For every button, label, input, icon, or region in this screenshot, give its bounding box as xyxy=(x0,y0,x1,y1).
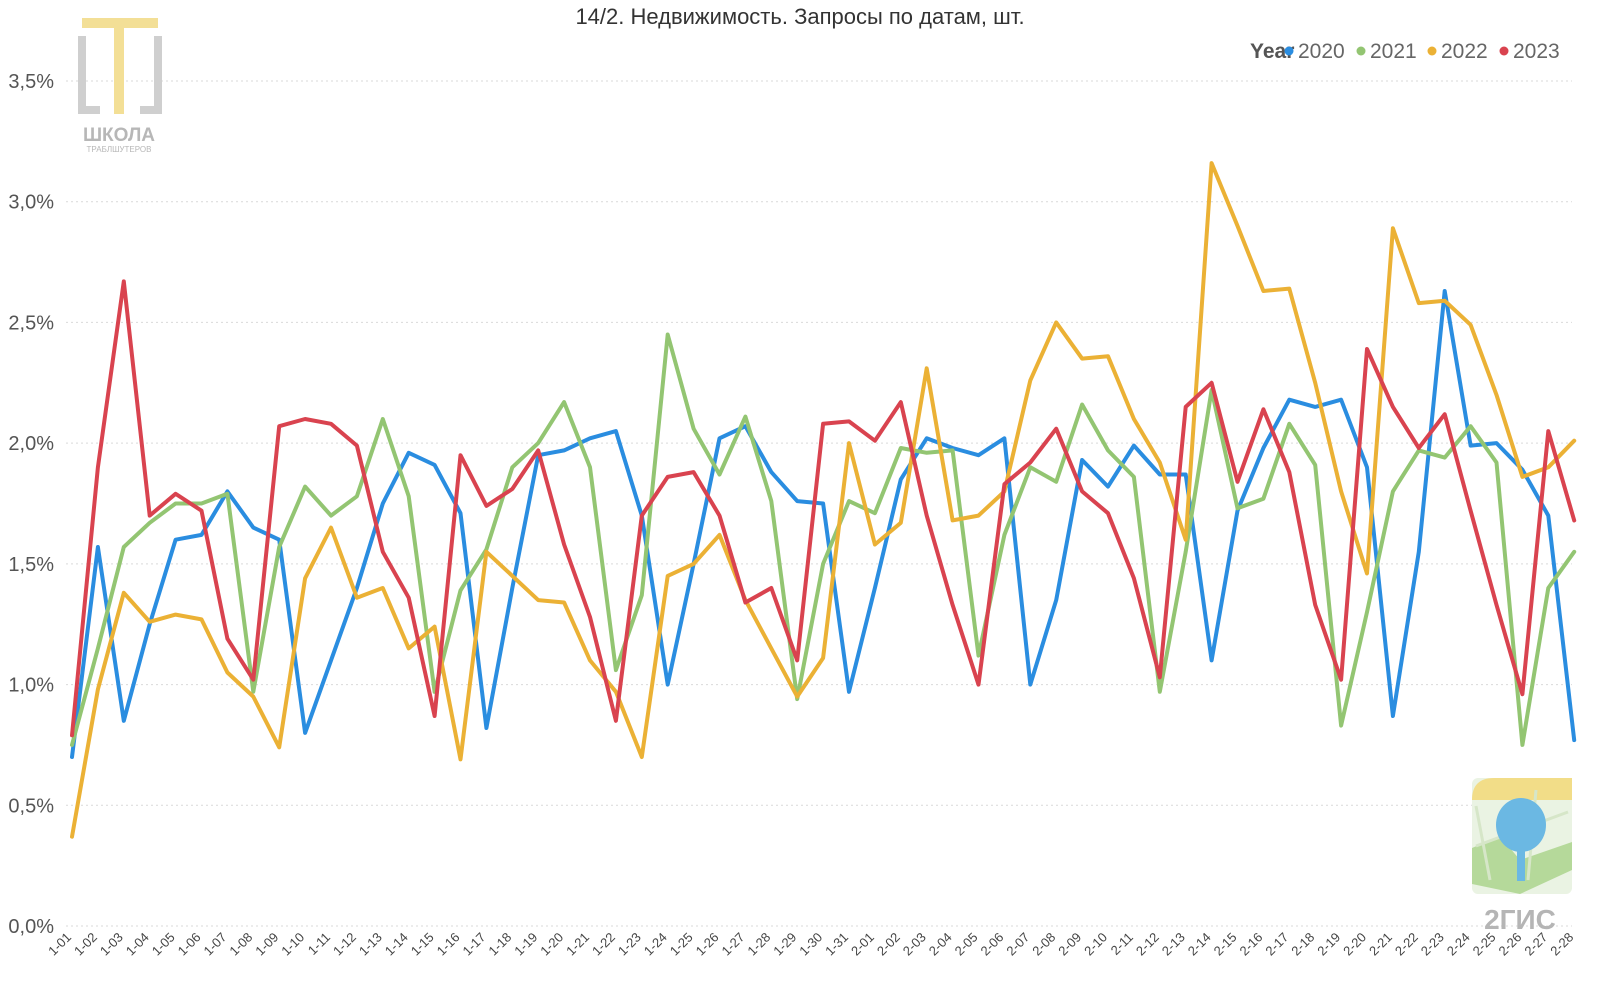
x-tick-label: 2-15 xyxy=(1211,930,1240,959)
x-tick-label: 2-05 xyxy=(952,930,981,959)
legend-label: 2020 xyxy=(1298,40,1345,63)
x-tick-label: 1-20 xyxy=(537,930,566,959)
series-line-2023 xyxy=(70,279,1577,738)
legend-marker xyxy=(1356,46,1366,56)
legend-title: Year xyxy=(1250,40,1294,63)
x-tick-label: 1-27 xyxy=(719,930,748,959)
legend-marker xyxy=(1284,46,1294,56)
y-tick-label: 2,5% xyxy=(8,312,54,334)
logo-stem-icon xyxy=(114,28,124,114)
logo-bar-icon xyxy=(82,18,158,28)
x-tick-label: 2-17 xyxy=(1262,930,1291,959)
x-tick-label: 1-11 xyxy=(305,930,333,958)
x-tick-label: 1-12 xyxy=(330,930,359,959)
y-tick-label: 3,5% xyxy=(8,71,54,93)
x-tick-label: 1-17 xyxy=(460,930,489,959)
x-tick-label: 1-15 xyxy=(408,930,437,959)
x-tick-label: 2-13 xyxy=(1159,930,1188,959)
legend-item-2022: 2022 xyxy=(1427,40,1488,63)
x-tick-label: 2-06 xyxy=(978,930,1007,959)
x-tick-label: 1-28 xyxy=(744,930,773,959)
x-tick-label: 1-14 xyxy=(382,930,411,959)
x-tick-label: 1-18 xyxy=(485,930,514,959)
x-tick-label: 1-06 xyxy=(175,930,204,959)
x-tick-label: 1-09 xyxy=(252,930,281,959)
x-tick-label: 2-02 xyxy=(874,930,903,959)
series-line-2021 xyxy=(70,332,1577,747)
2gis-logo: 2ГИС xyxy=(1472,778,1572,935)
legend-marker xyxy=(1427,46,1437,56)
logo-school-name: ШКОЛА xyxy=(83,125,155,146)
x-tick-label: 2-14 xyxy=(1185,930,1214,959)
x-tick-label: 1-07 xyxy=(201,930,230,959)
x-tick-label: 2-09 xyxy=(1055,930,1084,959)
x-axis-ticks: 1-011-021-031-041-051-061-071-081-091-10… xyxy=(45,930,1576,959)
x-tick-label: 1-23 xyxy=(615,930,644,959)
x-tick-label: 1-29 xyxy=(770,930,799,959)
x-tick-label: 1-04 xyxy=(123,930,152,959)
x-tick-label: 2-20 xyxy=(1340,930,1369,959)
logo-left-bracket-icon xyxy=(78,36,100,114)
2gis-pin-stem-icon xyxy=(1517,845,1525,881)
y-tick-label: 3,0% xyxy=(8,192,54,214)
x-tick-label: 1-30 xyxy=(796,930,825,959)
2gis-map-sun-icon xyxy=(1472,778,1572,800)
y-axis-ticks: 0,0% 0,5% 1,0% 1,5% 2,0% 2,5% 3,0% 3,5% xyxy=(8,71,54,938)
legend-label: 2023 xyxy=(1513,40,1560,63)
legend-label: 2021 xyxy=(1370,40,1417,63)
grid-layer xyxy=(66,80,1572,927)
x-tick-label: 2-01 xyxy=(848,930,877,959)
x-tick-label: 1-25 xyxy=(667,930,696,959)
y-tick-label: 1,5% xyxy=(8,554,54,576)
x-tick-label: 1-10 xyxy=(278,930,307,959)
legend: Year 2020 2021 2022 2023 xyxy=(1250,40,1560,63)
legend-item-2023: 2023 xyxy=(1499,40,1560,63)
x-tick-label: 2-19 xyxy=(1314,930,1343,959)
series-layer xyxy=(70,161,1577,839)
x-tick-label: 1-02 xyxy=(71,930,100,959)
x-tick-label: 1-16 xyxy=(434,930,463,959)
x-tick-label: 2-16 xyxy=(1237,930,1266,959)
logo-school-subtitle: ТРАБЛШУТЕРОВ xyxy=(87,145,152,154)
x-tick-label: 1-22 xyxy=(589,930,618,959)
x-tick-label: 1-13 xyxy=(356,930,385,959)
legend-item-2021: 2021 xyxy=(1356,40,1417,63)
x-tick-label: 1-08 xyxy=(226,930,255,959)
y-tick-label: 1,0% xyxy=(8,675,54,697)
series-line-2022 xyxy=(70,161,1577,839)
2gis-pin-icon xyxy=(1496,798,1546,852)
x-tick-label: 2-03 xyxy=(900,930,929,959)
x-tick-label: 1-31 xyxy=(822,930,851,959)
x-tick-label: 1-21 xyxy=(563,930,592,959)
series-line-2020 xyxy=(70,289,1577,759)
y-tick-label: 2,0% xyxy=(8,433,54,455)
x-tick-label: 2-18 xyxy=(1288,930,1317,959)
x-tick-label: 1-05 xyxy=(149,930,178,959)
x-tick-label: 2-11 xyxy=(1108,930,1136,958)
x-tick-label: 1-26 xyxy=(693,930,722,959)
x-tick-label: 1-24 xyxy=(641,930,670,959)
legend-items: 2020 2021 2022 2023 xyxy=(1284,40,1560,63)
x-tick-label: 1-03 xyxy=(97,930,126,959)
2gis-logo-text: 2ГИС xyxy=(1484,904,1556,935)
school-logo: ШКОЛА ТРАБЛШУТЕРОВ xyxy=(78,18,162,154)
y-tick-label: 0,0% xyxy=(8,916,54,938)
x-tick-label: 2-10 xyxy=(1081,930,1110,959)
x-tick-label: 2-23 xyxy=(1418,930,1447,959)
y-tick-label: 0,5% xyxy=(8,795,54,817)
chart-title: 14/2. Недвижимость. Запросы по датам, шт… xyxy=(575,4,1024,29)
x-tick-label: 2-04 xyxy=(926,930,955,959)
logo-right-bracket-icon xyxy=(140,36,162,114)
legend-marker xyxy=(1499,46,1509,56)
x-tick-label: 1-19 xyxy=(511,930,540,959)
legend-item-2020: 2020 xyxy=(1284,40,1345,63)
x-tick-label: 2-22 xyxy=(1392,930,1421,959)
x-tick-label: 2-21 xyxy=(1366,930,1395,959)
x-tick-label: 2-24 xyxy=(1444,930,1473,959)
x-tick-label: 2-08 xyxy=(1029,930,1058,959)
x-tick-label: 2-07 xyxy=(1003,930,1032,959)
x-tick-label: 2-12 xyxy=(1133,930,1162,959)
legend-label: 2022 xyxy=(1441,40,1488,63)
